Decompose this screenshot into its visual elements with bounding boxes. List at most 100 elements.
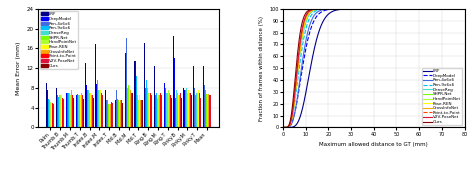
Bar	[59, 95, 60, 127]
Bar	[177, 93, 178, 127]
Bar	[125, 53, 126, 127]
Bar	[167, 93, 168, 127]
Bar	[71, 90, 72, 127]
Bar	[126, 39, 127, 127]
Bar	[142, 100, 143, 127]
Bar	[197, 93, 198, 127]
Bar	[196, 93, 197, 127]
Bar	[141, 100, 142, 127]
Bar	[160, 93, 161, 127]
Bar	[68, 93, 69, 127]
Bar	[51, 103, 52, 127]
Bar	[168, 90, 169, 127]
Bar	[46, 83, 47, 127]
Bar	[111, 102, 112, 127]
Bar	[186, 88, 187, 127]
Bar	[157, 98, 158, 127]
Bar	[155, 95, 156, 127]
Bar	[67, 93, 68, 127]
Bar	[131, 93, 132, 127]
Bar	[82, 95, 83, 127]
Bar	[47, 95, 48, 127]
Bar	[159, 95, 160, 127]
Bar	[154, 66, 155, 127]
Bar	[181, 98, 182, 127]
Bar	[96, 84, 97, 127]
Bar	[179, 95, 180, 127]
Legend: LRF, DeepModel, Ren-4x6x6, Ren-9x6x6, DenseReg, SHPR-Net, HandPointNet, Pose-REN: LRF, DeepModel, Ren-4x6x6, Ren-9x6x6, De…	[422, 68, 463, 125]
Bar	[62, 98, 63, 127]
Bar	[61, 95, 62, 127]
Bar	[164, 83, 165, 127]
Bar	[187, 93, 188, 127]
Bar	[76, 95, 77, 127]
Bar	[170, 95, 171, 127]
Bar	[92, 95, 93, 127]
Bar	[207, 94, 208, 127]
Bar	[152, 95, 153, 127]
Bar	[150, 93, 151, 127]
Bar	[173, 36, 174, 127]
Bar	[204, 85, 205, 127]
Bar	[81, 93, 82, 127]
X-axis label: Maximum allowed distance to GT (mm): Maximum allowed distance to GT (mm)	[319, 142, 428, 147]
Bar	[130, 90, 131, 127]
Bar	[88, 90, 89, 127]
Bar	[206, 94, 207, 127]
Bar	[99, 93, 100, 127]
Bar	[87, 90, 88, 127]
Bar	[145, 71, 146, 127]
Bar	[70, 95, 71, 127]
Bar	[105, 90, 106, 127]
Bar	[115, 88, 116, 127]
Bar	[54, 105, 55, 127]
Bar	[198, 90, 199, 127]
Bar	[108, 103, 109, 127]
Y-axis label: Fraction of frames within distance (%): Fraction of frames within distance (%)	[259, 16, 264, 121]
Bar	[49, 100, 50, 127]
Bar	[200, 98, 201, 127]
Bar	[101, 93, 102, 127]
Bar	[166, 93, 167, 127]
Bar	[77, 94, 78, 127]
Bar	[199, 98, 200, 127]
Bar	[50, 102, 51, 127]
Bar	[107, 100, 108, 127]
Bar	[129, 88, 130, 127]
Bar	[188, 90, 189, 127]
Bar	[132, 93, 133, 127]
Bar	[137, 95, 138, 127]
Bar	[169, 93, 170, 127]
Bar	[86, 85, 87, 127]
Bar	[120, 100, 121, 127]
Bar	[151, 95, 152, 127]
Bar	[122, 103, 123, 127]
Bar	[147, 93, 148, 127]
Bar	[138, 100, 139, 127]
Bar	[184, 90, 185, 127]
Bar	[78, 95, 79, 127]
Bar	[209, 95, 210, 127]
Bar	[97, 81, 98, 127]
Bar	[144, 43, 145, 127]
Bar	[112, 103, 113, 127]
Bar	[140, 100, 141, 127]
Bar	[79, 95, 80, 127]
Bar	[175, 95, 176, 127]
Bar	[135, 61, 136, 127]
Bar	[149, 93, 150, 127]
Bar	[98, 90, 99, 127]
Bar	[102, 95, 103, 127]
Bar	[178, 95, 179, 127]
Bar	[90, 93, 91, 127]
Bar	[100, 93, 101, 127]
Bar	[106, 100, 107, 127]
Bar	[58, 97, 59, 127]
Bar	[57, 95, 58, 127]
Bar	[63, 99, 64, 127]
Bar	[203, 83, 204, 127]
Bar	[48, 99, 49, 127]
Bar	[117, 99, 118, 127]
Bar	[134, 61, 135, 127]
Bar	[83, 99, 84, 127]
